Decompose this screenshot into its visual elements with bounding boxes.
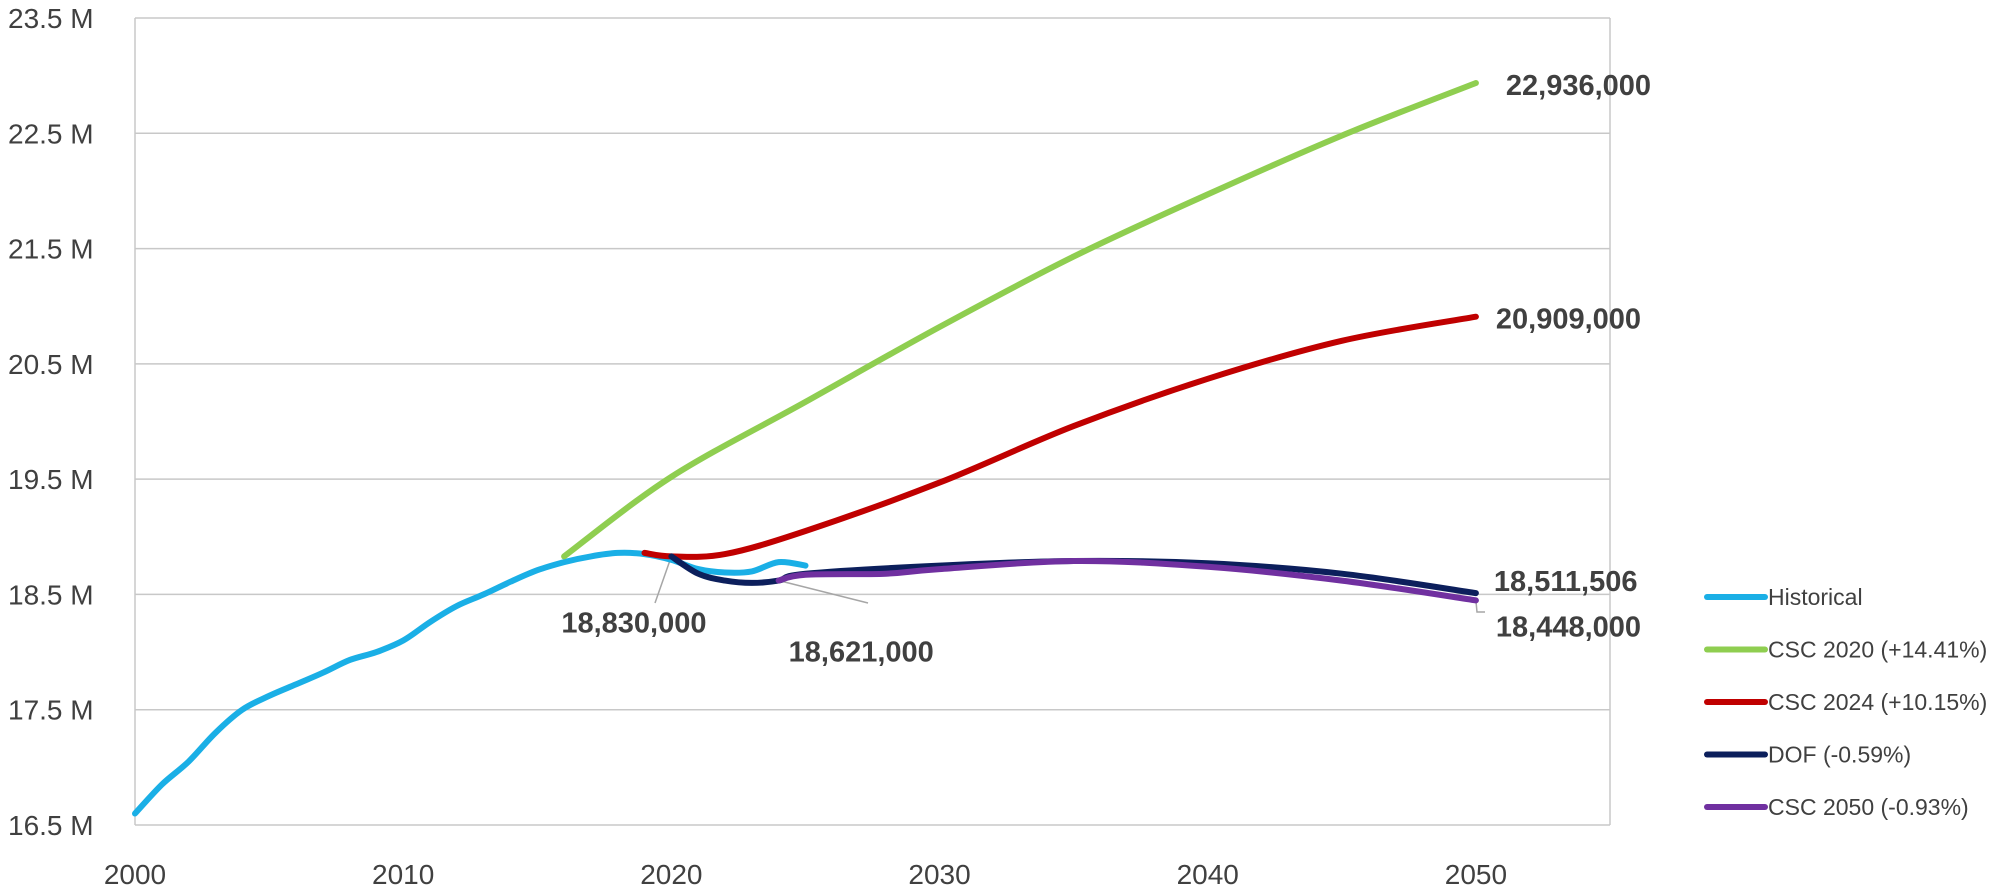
x-tick-label: 2050: [1445, 859, 1507, 889]
y-tick-label: 18.5 M: [8, 579, 94, 610]
leader-line: [778, 579, 869, 604]
x-tick-label: 2030: [908, 859, 970, 889]
y-tick-label: 16.5 M: [8, 810, 94, 841]
y-tick-label: 19.5 M: [8, 464, 94, 495]
series-line-historical: [132, 549, 809, 817]
legend-item-csc-2050-0-93: CSC 2050 (-0.93%): [1768, 794, 1969, 820]
leader-lines: [654, 556, 1485, 613]
x-axis: 2000 2010 2020 2030 2040 2050: [104, 859, 1507, 889]
data-label: 18,511,506: [1494, 566, 1638, 598]
y-tick-label: 17.5 M: [8, 695, 94, 726]
series-line-csc-2050-0-93: [775, 557, 1479, 604]
y-axis: 16.5 M 17.5 M 18.5 M 19.5 M 20.5 M 21.5 M 22.5…: [8, 3, 94, 841]
x-tick-label: 2010: [372, 859, 434, 889]
data-label: 22,936,000: [1506, 70, 1651, 102]
data-label: 20,909,000: [1496, 304, 1641, 336]
y-tick-label: 21.5 M: [8, 234, 94, 265]
data-label: 18,621,000: [789, 636, 934, 668]
series-line-dof-0-59: [668, 553, 1479, 597]
legend: Historical CSC 2020 (+14.41%) CSC 2024 (+1…: [1704, 584, 1987, 820]
data-label: 18,448,000: [1496, 611, 1641, 643]
y-tick-label: 20.5 M: [8, 349, 94, 380]
data-label: 18,830,000: [561, 607, 706, 639]
x-tick-label: 2000: [104, 859, 166, 889]
x-tick-label: 2040: [1177, 859, 1239, 889]
leader-line: [1475, 600, 1485, 613]
series-lines: [132, 80, 1479, 817]
y-tick-label: 23.5 M: [8, 3, 94, 34]
series-line-csc-2024-10-15: [641, 313, 1479, 560]
leader-line: [654, 556, 673, 604]
legend-item-csc-2024-10-15: CSC 2024 (+10.15%): [1768, 689, 1987, 715]
x-tick-label: 2020: [640, 859, 702, 889]
y-tick-label: 22.5 M: [8, 118, 94, 149]
legend-item-csc-2020-14-41: CSC 2020 (+14.41%): [1768, 637, 1987, 663]
data-labels: 22,936,000 20,909,000 18,511,506 18,448,000…: [561, 70, 1651, 668]
legend-item-dof-0-59: DOF (-0.59%): [1768, 742, 1911, 768]
legend-item-historical: Historical: [1768, 584, 1863, 610]
series-line-csc-2020-14-41: [561, 80, 1479, 560]
gridlines: [134, 17, 1611, 826]
